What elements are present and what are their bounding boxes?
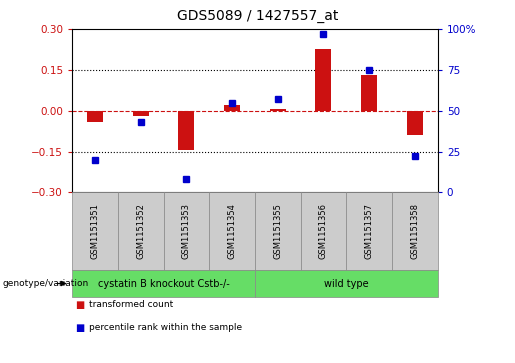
Bar: [178, 111, 194, 150]
Text: GSM1151352: GSM1151352: [136, 204, 145, 259]
Bar: [316, 49, 332, 111]
Text: genotype/variation: genotype/variation: [3, 279, 89, 288]
Bar: [224, 105, 240, 111]
Text: GSM1151353: GSM1151353: [182, 203, 191, 260]
Bar: [407, 111, 423, 135]
Text: transformed count: transformed count: [89, 300, 174, 309]
Text: GSM1151356: GSM1151356: [319, 203, 328, 260]
Text: GSM1151357: GSM1151357: [365, 203, 374, 260]
Text: ■: ■: [75, 300, 84, 310]
Text: GSM1151355: GSM1151355: [273, 204, 282, 259]
Text: GSM1151358: GSM1151358: [410, 203, 419, 260]
Text: GDS5089 / 1427557_at: GDS5089 / 1427557_at: [177, 9, 338, 23]
Text: percentile rank within the sample: percentile rank within the sample: [89, 323, 242, 332]
Text: GSM1151354: GSM1151354: [228, 204, 236, 259]
Text: ■: ■: [75, 323, 84, 333]
Text: wild type: wild type: [324, 278, 369, 289]
Text: cystatin B knockout Cstb-/-: cystatin B knockout Cstb-/-: [98, 278, 229, 289]
Text: GSM1151351: GSM1151351: [91, 204, 99, 259]
Bar: [87, 111, 103, 122]
Bar: [361, 76, 377, 111]
Bar: [270, 109, 286, 111]
Bar: [133, 111, 149, 116]
